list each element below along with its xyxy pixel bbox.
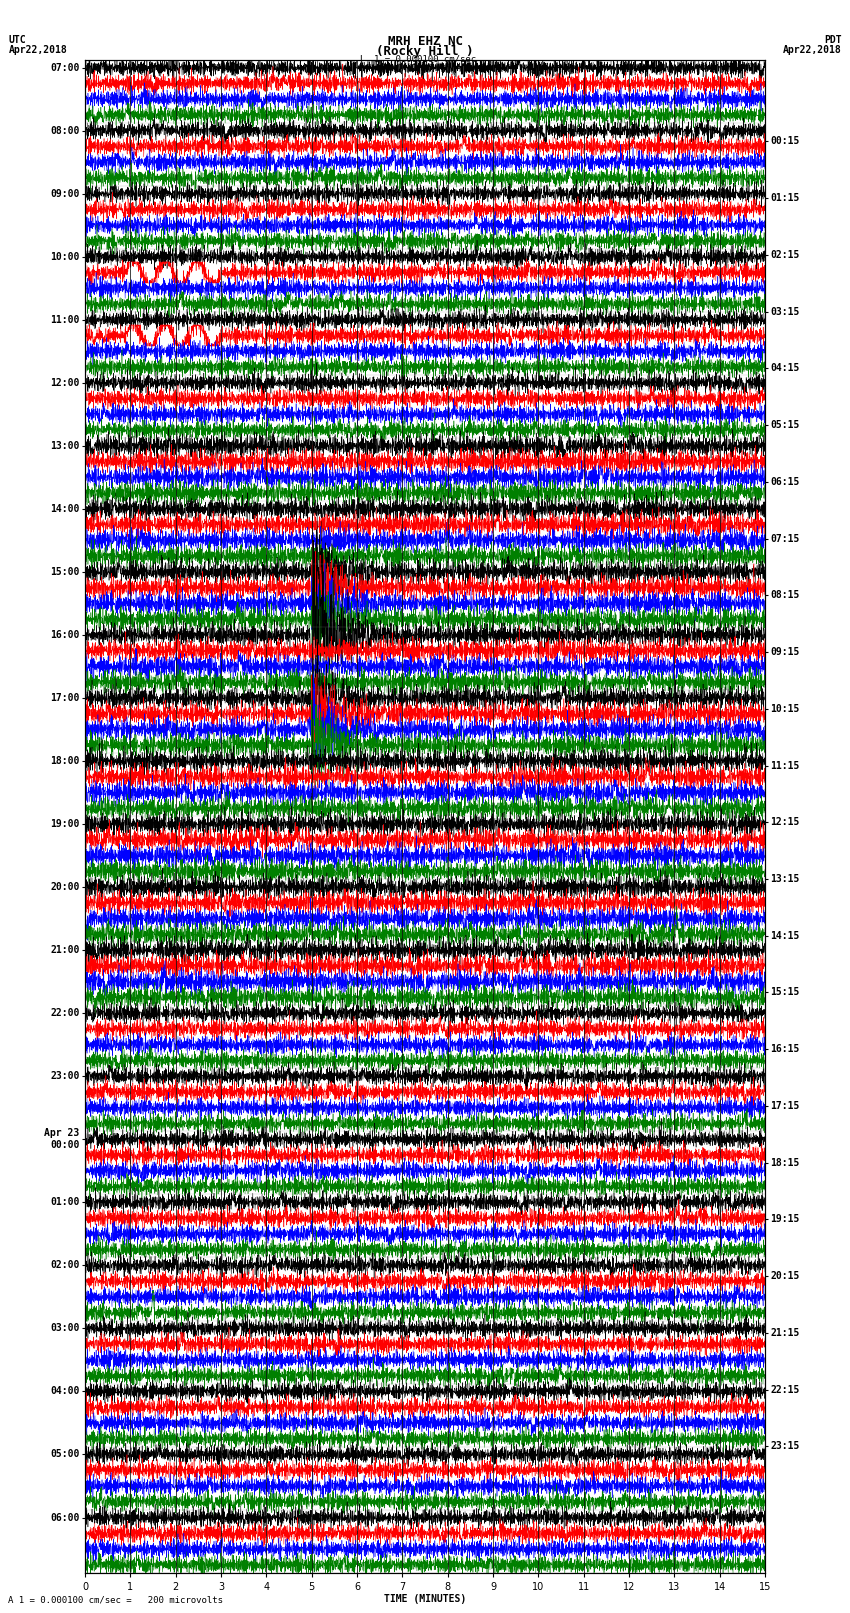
Text: PDT: PDT <box>824 35 842 45</box>
Text: Apr22,2018: Apr22,2018 <box>8 45 67 55</box>
Text: Apr22,2018: Apr22,2018 <box>783 45 842 55</box>
Text: MRH EHZ NC: MRH EHZ NC <box>388 35 462 48</box>
Text: (Rocky Hill ): (Rocky Hill ) <box>377 45 473 58</box>
X-axis label: TIME (MINUTES): TIME (MINUTES) <box>384 1595 466 1605</box>
Text: UTC: UTC <box>8 35 26 45</box>
Text: A 1 = 0.000100 cm/sec =   200 microvolts: A 1 = 0.000100 cm/sec = 200 microvolts <box>8 1595 224 1605</box>
Text: |: | <box>357 55 364 66</box>
Text: 1 = 0.000100 cm/sec: 1 = 0.000100 cm/sec <box>374 55 476 65</box>
